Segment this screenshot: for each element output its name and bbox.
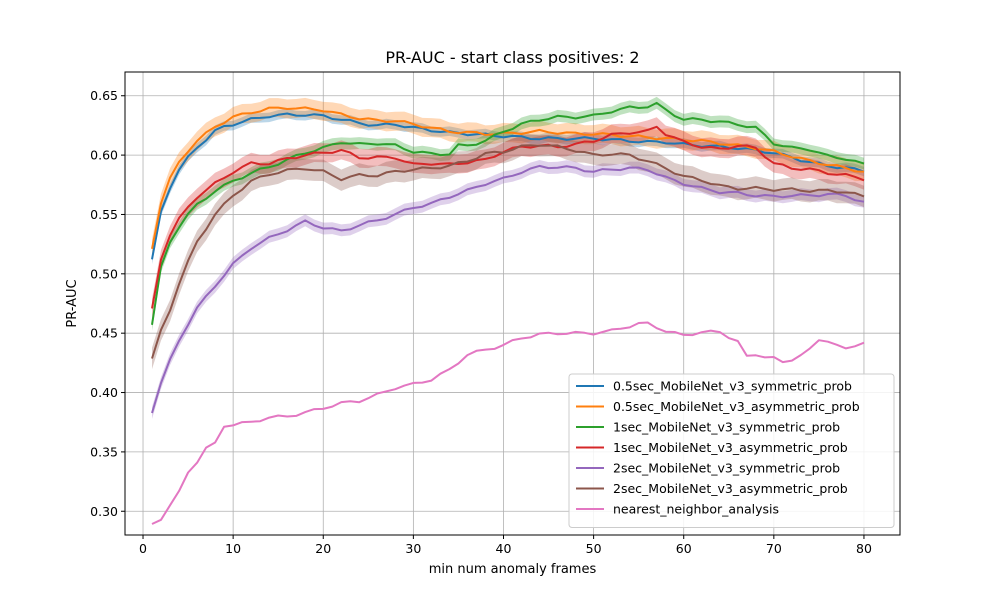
series-band: [152, 97, 864, 259]
y-tick-label: 0.65: [90, 88, 118, 103]
y-tick-label: 0.50: [90, 266, 118, 281]
legend-box: [568, 373, 895, 528]
legend: 0.5sec_MobileNet_v3_symmetric_prob 0.5sec…: [568, 373, 895, 528]
x-tick-label: 60: [676, 541, 692, 556]
series-line: [151, 164, 865, 414]
y-tick-label: 0.45: [90, 326, 118, 341]
x-tick-label: 30: [405, 541, 421, 556]
x-axis-ticks: 0 10 20 30 40 50 60 70 80: [139, 535, 872, 556]
legend-label: 0.5sec_MobileNet_v3_symmetric_prob: [613, 379, 852, 394]
x-tick-label: 20: [315, 541, 331, 556]
x-tick-label: 40: [496, 541, 512, 556]
legend-label: 1sec_MobileNet_v3_symmetric_prob: [613, 420, 840, 435]
legend-label: 2sec_MobileNet_v3_symmetric_prob: [613, 461, 840, 476]
series-band: [152, 160, 864, 419]
x-tick-label: 10: [225, 541, 241, 556]
series-line: [151, 101, 865, 325]
x-axis-title: min num anomaly frames: [429, 562, 597, 577]
x-tick-label: 80: [856, 541, 872, 556]
y-axis-ticks: 0.30 0.35 0.40 0.45 0.50 0.55 0.60 0.65: [90, 88, 125, 519]
x-tick-label: 0: [139, 541, 147, 556]
legend-label: 2sec_MobileNet_v3_asymmetric_prob: [613, 481, 848, 496]
y-axis-title: PR-AUC: [65, 279, 80, 327]
series-line: [151, 112, 865, 260]
y-tick-label: 0.60: [90, 148, 118, 163]
y-tick-label: 0.55: [90, 207, 118, 222]
series-line: [151, 321, 865, 525]
x-tick-label: 70: [766, 541, 782, 556]
legend-label: 0.5sec_MobileNet_v3_asymmetric_prob: [613, 399, 860, 414]
series-lines: [151, 101, 865, 525]
series-line: [151, 125, 865, 309]
series-line: [151, 144, 865, 359]
legend-label: nearest_neighbor_analysis: [613, 502, 779, 517]
x-tick-label: 50: [586, 541, 602, 556]
chart-title: PR-AUC - start class positives: 2: [385, 48, 639, 67]
confidence-bands: [152, 96, 864, 419]
y-tick-label: 0.35: [90, 444, 118, 459]
y-tick-label: 0.30: [90, 504, 118, 519]
plot-frame: [124, 71, 901, 536]
y-tick-label: 0.40: [90, 385, 118, 400]
series-band: [152, 117, 864, 318]
legend-label: 1sec_MobileNet_v3_asymmetric_prob: [613, 440, 848, 455]
series-band: [152, 108, 864, 265]
